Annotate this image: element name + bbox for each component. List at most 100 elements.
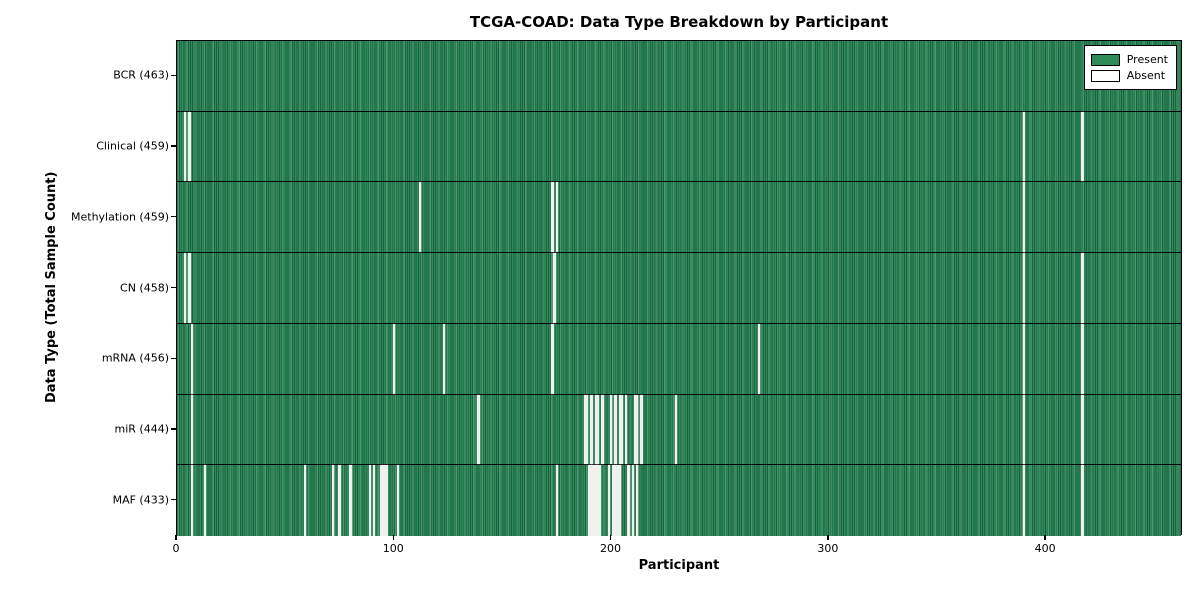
x-axis-label: Participant — [638, 558, 720, 573]
absent-stripe — [1022, 465, 1026, 536]
legend: Present Absent — [1083, 45, 1177, 90]
y-tick-mark — [171, 145, 176, 147]
y-tick-label: CN (458) — [120, 281, 169, 294]
absent-stripe — [1081, 111, 1084, 182]
absent-stripe — [368, 465, 372, 536]
absent-stripe — [627, 465, 630, 536]
absent-stripe — [614, 394, 617, 465]
absent-stripe — [379, 465, 382, 536]
y-tick-mark — [171, 428, 176, 430]
data-type-row-mrna — [177, 323, 1181, 395]
absent-swatch — [1090, 69, 1120, 82]
absent-stripe — [616, 465, 619, 536]
x-tick-label: 200 — [600, 542, 622, 555]
absent-stripe — [633, 394, 637, 465]
absent-stripe — [1022, 111, 1026, 182]
absent-stripe — [1081, 323, 1084, 394]
absent-stripe — [551, 323, 554, 394]
absent-stripe — [620, 394, 624, 465]
absent-stripe — [1022, 323, 1026, 394]
x-tick-mark — [609, 535, 612, 540]
absent-stripe — [601, 394, 604, 465]
absent-stripe — [331, 465, 335, 536]
absent-stripe — [625, 394, 628, 465]
absent-stripe — [590, 465, 593, 536]
legend-item-present: Present — [1090, 53, 1168, 66]
x-tick-mark — [1044, 535, 1046, 540]
absent-stripe — [397, 465, 400, 536]
data-type-row-bcr — [177, 41, 1181, 112]
absent-stripe — [631, 465, 634, 536]
absent-stripe — [477, 394, 480, 465]
absent-stripe — [184, 253, 187, 323]
absent-stripe — [383, 465, 387, 536]
absent-stripe — [373, 465, 376, 536]
absent-stripe — [592, 465, 595, 536]
absent-stripe — [594, 465, 598, 536]
x-tick-label: 300 — [817, 542, 839, 555]
y-tick-mark — [171, 357, 176, 359]
absent-stripe — [583, 394, 587, 465]
absent-stripe — [184, 111, 187, 182]
y-tick-label: Methylation (459) — [71, 210, 169, 224]
y-tick-label: Clinical (459) — [96, 139, 169, 153]
absent-stripe — [612, 465, 615, 536]
absent-stripe — [203, 465, 206, 536]
absent-stripe — [588, 465, 591, 536]
chart-title: TCGA-COAD: Data Type Breakdown by Partic… — [469, 13, 889, 31]
absent-stripe — [418, 182, 422, 253]
data-type-row-maf — [177, 465, 1181, 536]
absent-stripe — [553, 253, 556, 323]
y-tick-label: miR (444) — [114, 422, 170, 436]
data-type-row-mir — [177, 394, 1181, 466]
absent-stripe — [757, 323, 760, 394]
absent-stripe — [1081, 465, 1084, 536]
y-tick-mark — [171, 286, 176, 289]
y-tick-mark — [171, 498, 176, 501]
absent-stripe — [190, 394, 193, 465]
x-tick-label: 100 — [382, 542, 404, 555]
absent-stripe — [618, 465, 621, 536]
absent-stripe — [188, 253, 191, 323]
x-tick-mark — [827, 535, 829, 540]
y-tick-mark — [171, 74, 176, 77]
x-tick-mark — [175, 535, 177, 540]
absent-stripe — [636, 465, 639, 536]
absent-stripe — [596, 394, 600, 465]
absent-stripe — [618, 394, 621, 465]
absent-stripe — [442, 323, 445, 394]
absent-stripe — [338, 465, 341, 536]
absent-stripe — [349, 465, 352, 536]
absent-stripe — [596, 465, 600, 536]
absent-stripe — [675, 394, 678, 465]
y-tick-label: BCR (463) — [113, 68, 169, 82]
absent-stripe — [190, 323, 193, 394]
absent-stripe — [381, 465, 385, 536]
legend-absent-label: Absent — [1126, 69, 1166, 82]
absent-stripe — [607, 465, 611, 536]
absent-stripe — [590, 394, 593, 465]
absent-stripe — [1081, 253, 1084, 323]
absent-stripe — [1022, 394, 1026, 465]
absent-stripe — [392, 323, 395, 394]
absent-stripe — [188, 111, 191, 182]
absent-stripe — [1022, 182, 1026, 253]
x-tick-label: 0 — [172, 542, 180, 555]
absent-stripe — [386, 465, 389, 536]
data-type-row-cn — [177, 253, 1181, 324]
absent-stripe — [640, 394, 643, 465]
x-tick-label: 400 — [1034, 542, 1056, 555]
absent-stripe — [1022, 253, 1026, 323]
absent-stripe — [586, 394, 589, 465]
data-type-row-clinical — [177, 111, 1181, 183]
x-tick-mark — [392, 535, 394, 540]
absent-stripe — [636, 394, 639, 465]
absent-stripe — [551, 182, 554, 253]
plot-area: Present Absent — [176, 40, 1182, 536]
y-tick-label: mRNA (456) — [101, 351, 169, 365]
absent-stripe — [303, 465, 306, 536]
data-type-row-methylation — [177, 182, 1181, 254]
present-swatch — [1090, 53, 1120, 66]
y-tick-label: MAF (433) — [112, 493, 169, 507]
